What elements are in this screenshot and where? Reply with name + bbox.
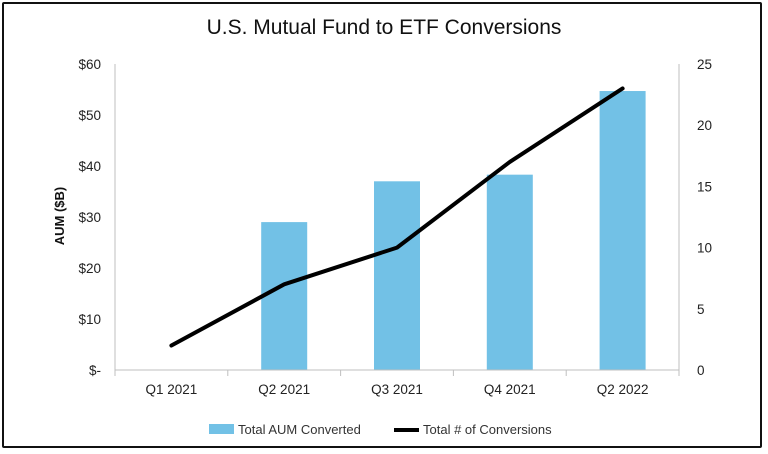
bars-layer bbox=[261, 91, 646, 370]
y2-tick-label-1: 5 bbox=[697, 302, 705, 317]
legend-swatch-bar bbox=[209, 424, 234, 434]
bar-3 bbox=[486, 174, 533, 370]
y-tick-label-0: $- bbox=[89, 363, 101, 378]
y-axis-label: AUM ($B) bbox=[52, 187, 67, 246]
tick-labels-layer: $- $10 $20 $30 $40 $50 $60 0 5 10 15 20 25 Q1 2021 Q2 … bbox=[78, 57, 712, 397]
x-tick-label-2: Q3 2021 bbox=[371, 382, 423, 397]
axes-layer bbox=[114, 64, 680, 376]
legend-label-line: Total # of Conversions bbox=[423, 422, 552, 437]
bar-1 bbox=[261, 222, 308, 370]
x-tick-label-0: Q1 2021 bbox=[146, 382, 198, 397]
y-tick-label-6: $60 bbox=[78, 57, 101, 72]
y2-tick-label-4: 20 bbox=[697, 118, 712, 133]
legend: Total AUM Converted Total # of Conversion… bbox=[209, 422, 552, 437]
y2-tick-label-0: 0 bbox=[697, 363, 705, 378]
x-tick-label-4: Q2 2022 bbox=[597, 382, 649, 397]
y-tick-label-2: $20 bbox=[78, 261, 101, 276]
x-tick-label-3: Q4 2021 bbox=[484, 382, 536, 397]
line-layer bbox=[169, 86, 625, 348]
y-tick-label-4: $40 bbox=[78, 159, 101, 174]
y2-tick-label-2: 10 bbox=[697, 241, 712, 256]
x-tick-label-1: Q2 2021 bbox=[258, 382, 310, 397]
y2-tick-label-3: 15 bbox=[697, 179, 712, 194]
y-tick-label-1: $10 bbox=[78, 312, 101, 327]
y-tick-label-5: $50 bbox=[78, 108, 101, 123]
legend-label-bar: Total AUM Converted bbox=[238, 422, 361, 437]
chart-title: U.S. Mutual Fund to ETF Conversions bbox=[207, 16, 562, 39]
y-tick-label-3: $30 bbox=[78, 210, 101, 225]
bar-2 bbox=[374, 181, 420, 370]
bar-4 bbox=[599, 91, 646, 370]
y2-tick-label-5: 25 bbox=[697, 57, 712, 72]
